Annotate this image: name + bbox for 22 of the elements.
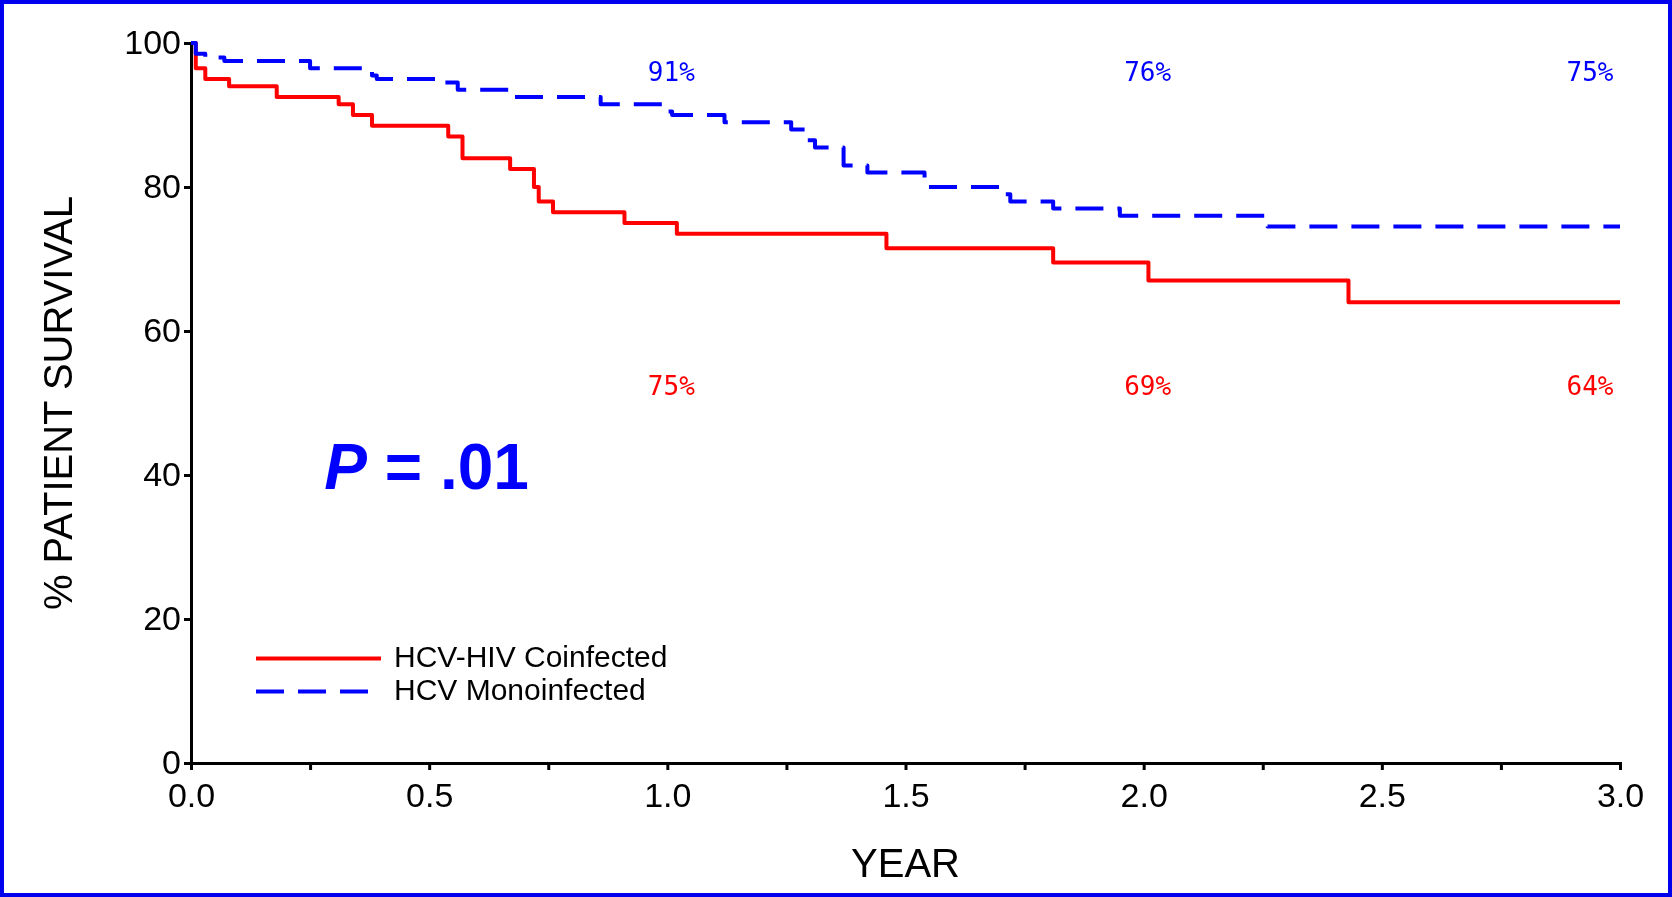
annotation: 75% xyxy=(647,370,696,401)
x-tick-label: 0.5 xyxy=(406,776,454,814)
y-tick-label: 20 xyxy=(143,599,181,638)
y-axis-title: % PATIENT SURVIVAL xyxy=(36,195,80,611)
y-tick-label: 100 xyxy=(124,23,181,62)
x-tick-label: 2.5 xyxy=(1358,776,1406,814)
legend-label: HCV Monoinfected xyxy=(394,672,646,706)
annotation: 75% xyxy=(1566,56,1614,87)
annotation: 76% xyxy=(1124,56,1172,87)
annotation: P = .01 xyxy=(324,431,529,504)
annotation: 69% xyxy=(1124,370,1172,401)
legend-label: HCV-HIV Coinfected xyxy=(394,639,668,673)
y-tick-label: 60 xyxy=(143,311,181,350)
y-tick-label: 80 xyxy=(143,167,181,206)
x-tick-label: 1.0 xyxy=(644,776,692,814)
annotation: 91% xyxy=(647,56,696,87)
x-axis-title: YEAR xyxy=(851,841,960,885)
annotation: 64% xyxy=(1566,370,1614,401)
x-tick-label: 1.5 xyxy=(882,776,930,814)
x-tick-label: 2.0 xyxy=(1120,776,1168,814)
y-tick-label: 40 xyxy=(143,455,181,494)
x-tick-label: 3.0 xyxy=(1596,776,1645,814)
